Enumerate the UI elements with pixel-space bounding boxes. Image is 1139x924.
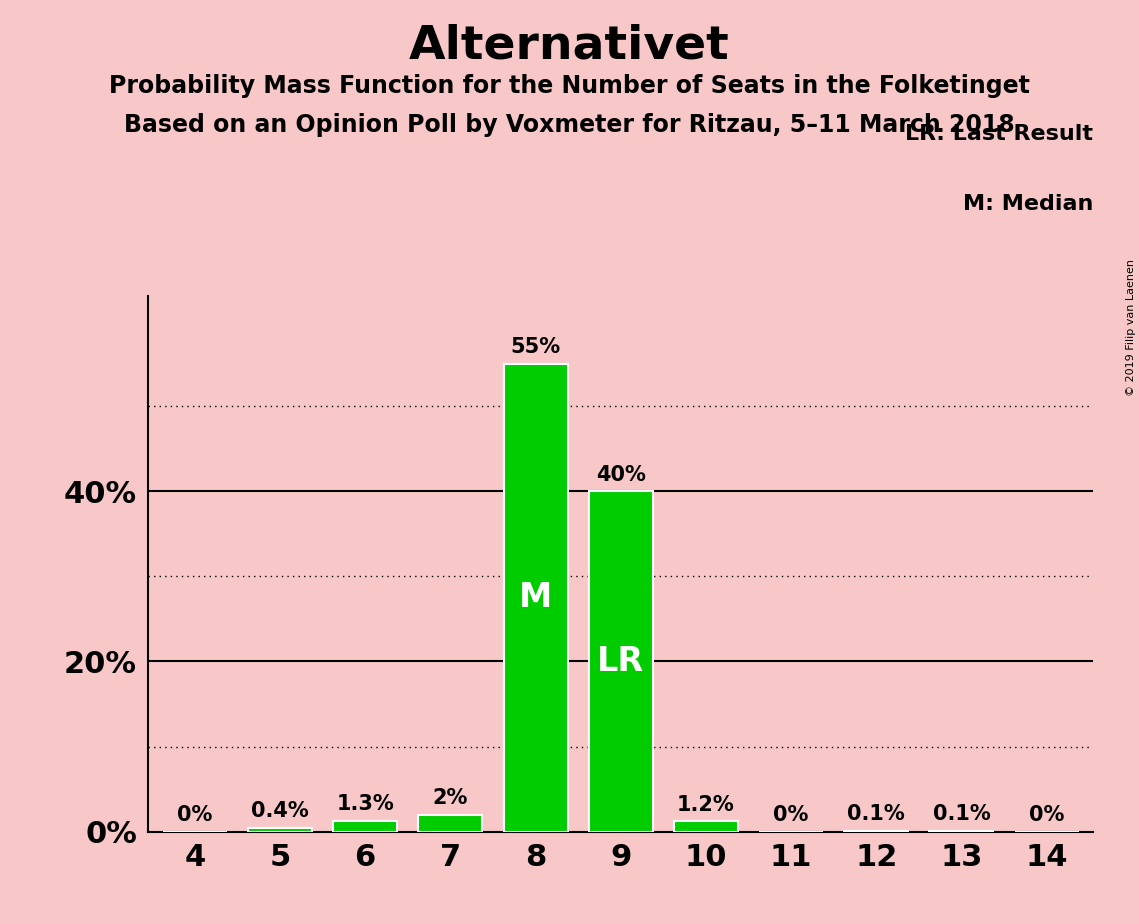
- Text: 0.1%: 0.1%: [933, 804, 990, 824]
- Text: 55%: 55%: [510, 337, 560, 357]
- Text: 0%: 0%: [178, 805, 213, 825]
- Bar: [503, 364, 567, 832]
- Text: 40%: 40%: [596, 465, 646, 484]
- Text: 0%: 0%: [773, 805, 809, 825]
- Text: 2%: 2%: [433, 788, 468, 808]
- Bar: [589, 492, 653, 832]
- Text: 1.2%: 1.2%: [677, 795, 735, 815]
- Bar: [248, 828, 312, 832]
- Text: LR: LR: [597, 645, 645, 678]
- Bar: [334, 821, 398, 832]
- Bar: [674, 821, 738, 832]
- Text: 0.4%: 0.4%: [252, 801, 309, 821]
- Text: 0%: 0%: [1029, 805, 1064, 825]
- Text: M: M: [519, 581, 552, 614]
- Text: © 2019 Filip van Laenen: © 2019 Filip van Laenen: [1126, 259, 1136, 395]
- Bar: [418, 815, 482, 832]
- Text: 1.3%: 1.3%: [336, 794, 394, 814]
- Text: M: Median: M: Median: [964, 194, 1093, 213]
- Text: Alternativet: Alternativet: [409, 23, 730, 68]
- Text: LR: Last Result: LR: Last Result: [906, 124, 1093, 144]
- Text: Probability Mass Function for the Number of Seats in the Folketinget: Probability Mass Function for the Number…: [109, 74, 1030, 98]
- Text: Based on an Opinion Poll by Voxmeter for Ritzau, 5–11 March 2018: Based on an Opinion Poll by Voxmeter for…: [124, 113, 1015, 137]
- Text: 0.1%: 0.1%: [847, 804, 906, 824]
